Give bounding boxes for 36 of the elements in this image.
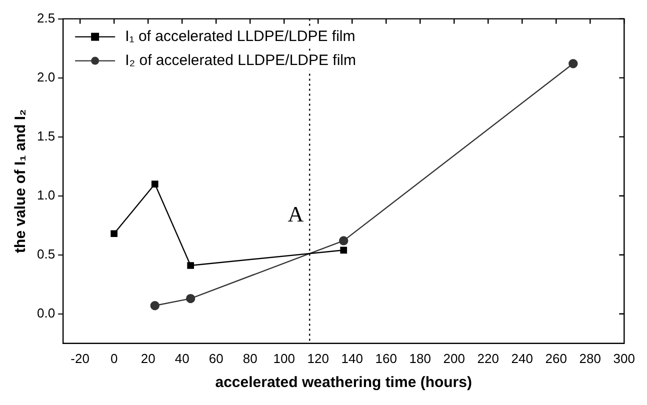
x-tick-label: -20 (70, 350, 90, 366)
point (110, 230, 118, 238)
y-axis-title: the value of I₁ and I₂ (12, 109, 30, 253)
point (339, 236, 348, 246)
y-tick-label: 2.5 (36, 10, 56, 26)
y-tick-label: 2.0 (36, 69, 56, 84)
x-tick-label: 220 (477, 350, 499, 366)
x-tick-label: 40 (174, 350, 190, 366)
x-tick-label: 280 (579, 350, 601, 366)
x-tick-label: 80 (242, 350, 258, 366)
x-tick-label: 60 (208, 350, 224, 366)
legend-label: I₂ of accelerated LLDPE/LDPE film (125, 52, 356, 69)
x-tick-label: 160 (375, 350, 397, 366)
legend-label: I₁ of accelerated LLDPE/LDPE film (125, 28, 356, 45)
x-tick-label: 200 (443, 350, 465, 366)
x-axis-title: accelerated weathering time (hours) (215, 374, 472, 392)
x-tick-label: 140 (341, 350, 363, 366)
y-tick-label: 1.0 (36, 187, 56, 202)
x-tick-label: 240 (511, 350, 533, 366)
x-tick-label: 260 (545, 350, 567, 366)
point (340, 246, 348, 254)
x-tick-label: 20 (140, 350, 156, 366)
x-tick-label: 0 (110, 350, 118, 366)
point (568, 59, 578, 68)
x-tick-label: 180 (409, 350, 431, 366)
y-tick-label: 0.5 (36, 246, 56, 262)
point (150, 301, 160, 310)
y-tick-label: 1.5 (36, 128, 56, 144)
point (187, 262, 194, 269)
point (151, 180, 158, 188)
point (186, 294, 196, 304)
annotation: A (288, 201, 304, 226)
y-tick-label: 0.0 (36, 305, 56, 320)
x-tick-label: 100 (273, 350, 295, 366)
x-tick-label: 120 (307, 350, 329, 366)
x-tick-label: 300 (613, 350, 636, 366)
